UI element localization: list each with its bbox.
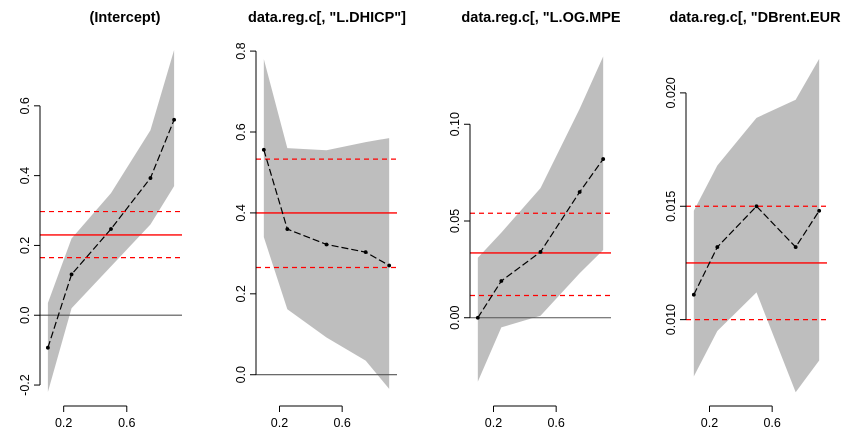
panel-3: 0.00 0.05 0.10 0.2 0.6 data.reg.c[, "L.OG.MPE	[448, 10, 621, 430]
y-tick-label: 0.6	[18, 97, 32, 114]
x-tick-label: 0.2	[55, 416, 72, 430]
estimate-point	[475, 315, 480, 320]
y-tick-label: -0.2	[18, 374, 32, 396]
estimate-point	[577, 190, 582, 194]
y-tick-label: 0.4	[18, 167, 32, 184]
x-tick-label: 0.2	[701, 416, 718, 430]
x-tick-label: 0.2	[485, 416, 502, 430]
estimate-point	[793, 245, 798, 249]
confidence-band	[263, 59, 390, 389]
panel-title: data.reg.c[, "L.OG.MPE	[461, 10, 620, 26]
y-tick-label: 0.6	[234, 123, 248, 140]
estimate-point	[387, 263, 392, 268]
panel-title: (Intercept)	[90, 10, 161, 26]
estimate-point	[363, 250, 368, 255]
x-tick-label: 0.2	[271, 416, 288, 430]
estimate-point	[538, 250, 543, 254]
quantile-estimate-line	[47, 119, 175, 348]
estimate-point	[601, 157, 606, 161]
x-tick-label: 0.6	[118, 416, 135, 430]
y-tick-label: 0.010	[664, 304, 678, 335]
panel-title: data.reg.c[, "DBrent.EUR	[669, 10, 841, 26]
estimate-point	[499, 279, 504, 283]
panel-4: 0.010 0.015 0.020 0.2 0.6 data.reg.c[, "DBren…	[664, 10, 841, 430]
estimate-point	[285, 227, 290, 231]
y-tick-label: 0.00	[448, 306, 462, 330]
estimate-point	[754, 204, 759, 209]
quantile-estimate-line	[693, 205, 820, 295]
estimate-point	[324, 242, 329, 247]
estimate-point	[691, 292, 696, 297]
estimate-point	[45, 345, 50, 350]
y-tick-label: 0.4	[234, 204, 248, 221]
confidence-band	[47, 49, 175, 393]
y-tick-label: 0.8	[234, 42, 248, 59]
x-tick-label: 0.6	[547, 416, 564, 430]
panel-2: 0.0 0.2 0.4 0.6 0.8 0.2 0.6 data.reg.c[, "L.DHI…	[234, 10, 406, 430]
panel-title: data.reg.c[, "L.DHICP"]	[248, 10, 406, 26]
estimate-point	[148, 176, 153, 180]
y-tick-label: 0.0	[18, 307, 32, 324]
y-tick-label: 0.2	[234, 285, 248, 302]
x-tick-label: 0.6	[333, 416, 350, 430]
confidence-band	[693, 58, 820, 393]
y-tick-label: 0.020	[664, 77, 678, 108]
estimate-point	[715, 245, 720, 249]
estimate-point	[817, 208, 822, 213]
estimate-point	[69, 272, 74, 277]
confidence-band	[477, 56, 604, 382]
y-tick-label: 0.10	[448, 112, 462, 136]
estimate-point	[109, 227, 113, 231]
y-tick-label: 0.015	[664, 191, 678, 222]
y-tick-label: 0.05	[448, 209, 462, 233]
estimate-point	[172, 117, 177, 122]
y-tick-label: 0.2	[18, 237, 32, 254]
x-tick-label: 0.6	[763, 416, 780, 430]
y-tick-label: 0.0	[234, 366, 248, 383]
estimate-point	[261, 147, 266, 152]
panel-1: -0.2 0.0 0.2 0.4 0.6 0.2 0.6 (Intercept)	[18, 10, 182, 430]
